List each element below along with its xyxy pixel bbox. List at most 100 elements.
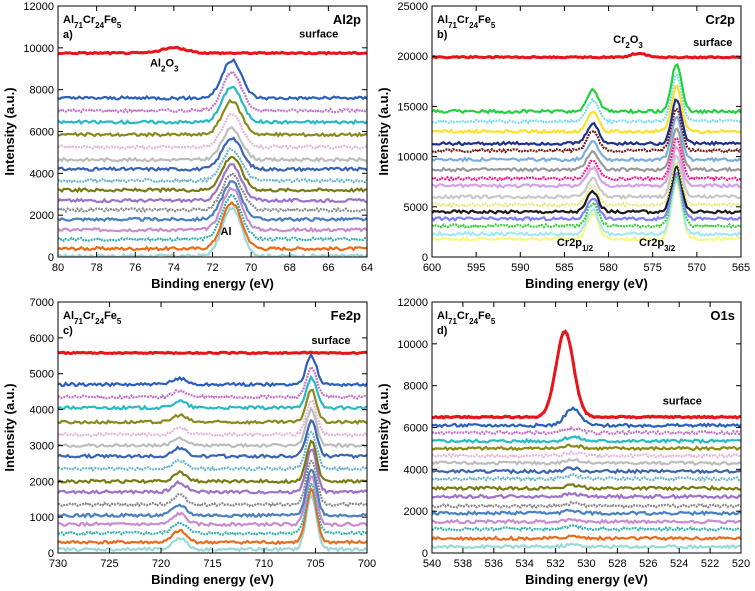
panel-title: Fe2p (331, 308, 361, 323)
surface-marker (612, 415, 616, 419)
y-tick-label: 5000 (30, 369, 54, 381)
panel-label: a) (63, 29, 73, 41)
series-line-14 (58, 194, 367, 243)
series-line-13 (432, 517, 741, 525)
panel-title: Al2p (333, 12, 361, 27)
series-line-15 (432, 534, 741, 542)
surface-marker (550, 387, 554, 391)
series-line-11 (58, 172, 367, 214)
y-tick-label: 10000 (23, 43, 54, 55)
surface-marker (642, 415, 646, 419)
composition-label: Al71Cr24Fe5 (63, 310, 122, 326)
x-axis-label: Binding energy (eV) (525, 276, 648, 291)
x-tick-label: 522 (701, 558, 719, 570)
series-line-12 (432, 508, 741, 517)
plot-frame (431, 301, 742, 554)
surface-marker (685, 415, 689, 419)
plot-frame (431, 5, 742, 258)
surface-line (58, 350, 367, 356)
series-line-15 (58, 486, 367, 546)
panel-b: 600 595 590 585 580 575 570 565 0 5000 10000 15000 2… (376, 1, 750, 291)
surface-marker (469, 415, 473, 419)
annotation-label: surface (693, 37, 732, 49)
y-tick-label: 1000 (30, 512, 54, 524)
surface-marker (720, 414, 724, 418)
panel-label: c) (63, 325, 73, 337)
surface-marker (554, 366, 558, 370)
x-axis-label: Binding energy (eV) (151, 572, 274, 587)
surface-marker (615, 415, 619, 419)
surface-line (432, 51, 741, 60)
series-line-11 (432, 161, 741, 209)
y-tick-label: 0 (422, 252, 428, 264)
surface-marker (573, 371, 577, 375)
y-tick-label: 4000 (30, 168, 54, 180)
series-line-7 (58, 136, 367, 173)
surface-marker (496, 415, 500, 419)
series-line-5 (432, 108, 741, 154)
series-line-13 (432, 171, 741, 223)
x-tick-label: 580 (599, 262, 617, 274)
y-tick-label: 2000 (30, 476, 54, 488)
series-line-2 (58, 365, 367, 400)
surface-marker (700, 415, 704, 419)
surface-marker (581, 404, 585, 408)
surface-marker (432, 416, 434, 420)
surface-marker (534, 415, 538, 419)
surface-marker (739, 415, 741, 419)
surface-marker (442, 416, 446, 420)
x-tick-label: 595 (467, 262, 485, 274)
y-tick-label: 4000 (30, 405, 54, 417)
surface-marker (542, 410, 546, 414)
y-tick-label: 0 (422, 548, 428, 560)
series-line-1 (58, 57, 367, 102)
plot-area (432, 329, 741, 550)
x-tick-label: 575 (644, 262, 662, 274)
y-tick-label: 6000 (30, 333, 54, 345)
series-line-14 (58, 482, 367, 537)
series-line-5 (58, 112, 367, 151)
x-tick-label: 600 (423, 262, 441, 274)
series-line-15 (432, 178, 741, 238)
y-tick-label: 0 (48, 252, 54, 264)
surface-marker (523, 415, 527, 419)
series-line-14 (432, 173, 741, 229)
series-line-7 (58, 418, 367, 460)
surface-line (58, 45, 367, 56)
y-tick-label: 10000 (397, 339, 428, 351)
surface-marker (669, 415, 673, 419)
y-tick-label: 7000 (30, 297, 54, 309)
series-line-3 (432, 84, 741, 135)
x-tick-label: 715 (203, 558, 221, 570)
plot-area (58, 350, 367, 553)
y-tick-label: 2000 (404, 506, 428, 518)
surface-marker (627, 415, 631, 419)
x-tick-label: 585 (555, 262, 573, 274)
x-tick-label: 536 (485, 558, 503, 570)
surface-marker (511, 416, 515, 420)
series-line-12 (58, 180, 367, 223)
surface-marker (727, 415, 731, 419)
series-line-5 (58, 399, 367, 438)
series-line-3 (58, 374, 367, 411)
surface-marker (434, 415, 438, 419)
annotation-label: Al (221, 226, 232, 238)
surface-marker (457, 415, 461, 419)
surface-marker (704, 415, 708, 419)
surface-marker (619, 414, 623, 418)
surface-marker (519, 416, 523, 420)
y-axis-label: Intensity (a.u.) (376, 383, 391, 471)
panel-c: 730 725 720 715 710 705 7000100020003000400050… (2, 297, 376, 587)
x-tick-label: 725 (100, 558, 118, 570)
x-tick-label: 68 (284, 262, 296, 274)
surface-marker (596, 415, 600, 419)
x-tick-label: 78 (91, 262, 103, 274)
surface-marker (561, 331, 565, 335)
surface-marker (530, 415, 534, 419)
x-tick-label: 524 (670, 558, 688, 570)
series-line-7 (432, 466, 741, 475)
series-line-8 (58, 147, 367, 185)
series-line-6 (58, 405, 367, 449)
surface-marker (697, 414, 701, 418)
series-line-2 (432, 425, 741, 436)
